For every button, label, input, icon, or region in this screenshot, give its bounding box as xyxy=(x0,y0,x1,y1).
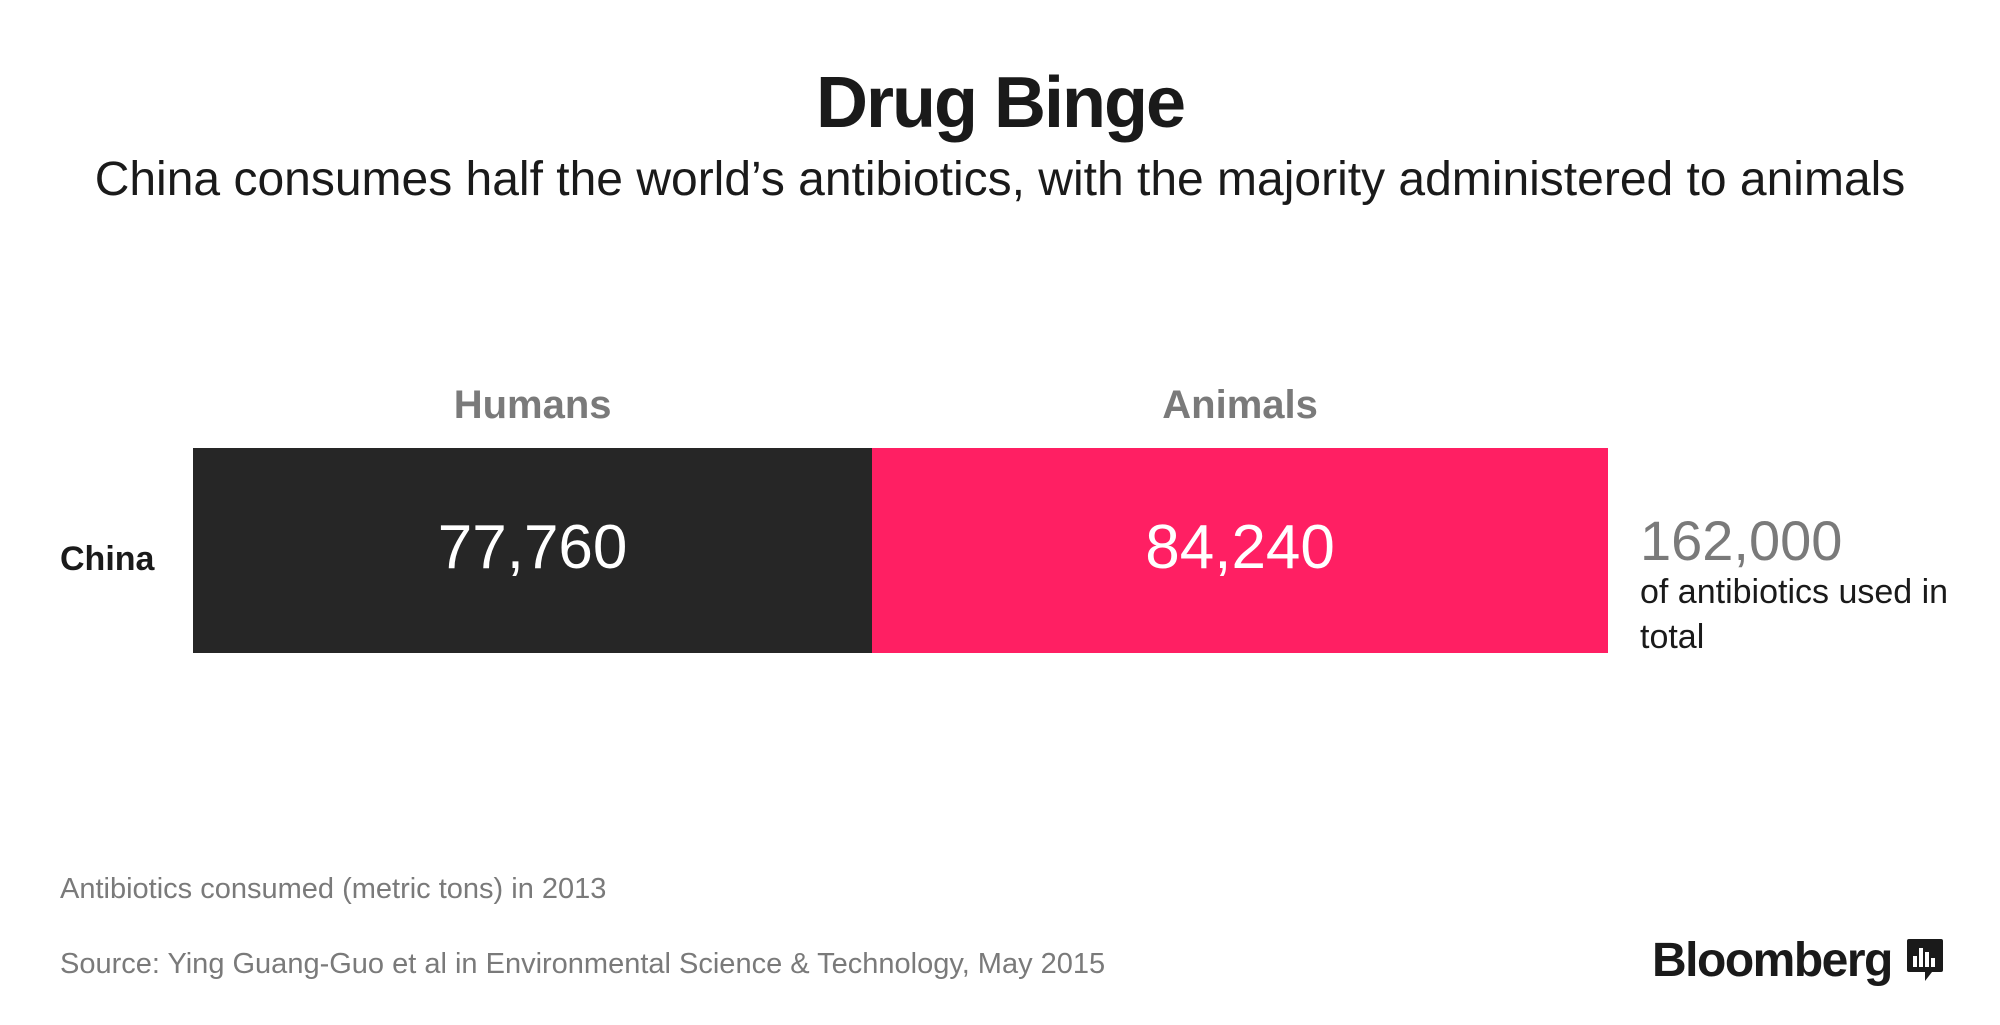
bloomberg-logo: Bloomberg xyxy=(1652,930,1944,990)
units-note: Antibiotics consumed (metric tons) in 20… xyxy=(60,873,607,905)
total-caption: of antibiotics used in total xyxy=(1640,573,1949,656)
chart-subtitle: China consumes half the world’s antibiot… xyxy=(94,153,1906,206)
bar-humans: 77,760 xyxy=(193,448,873,653)
segment-label-humans: Humans xyxy=(453,383,612,427)
bloomberg-chart-icon xyxy=(1906,939,1943,981)
segment-label-animals: Animals xyxy=(1162,383,1318,427)
logo-wordmark: Bloomberg xyxy=(1652,933,1893,987)
total-value: 162,000 xyxy=(1640,509,1843,572)
chart-title: Drug Binge xyxy=(816,63,1186,143)
bar-animals: 84,240 xyxy=(872,448,1608,653)
source-note: Source: Ying Guang-Guo et al in Environm… xyxy=(60,948,1106,980)
category-label-china: China xyxy=(60,540,155,578)
bar-value-humans: 77,760 xyxy=(437,513,628,582)
bar-value-animals: 84,240 xyxy=(1145,513,1335,582)
